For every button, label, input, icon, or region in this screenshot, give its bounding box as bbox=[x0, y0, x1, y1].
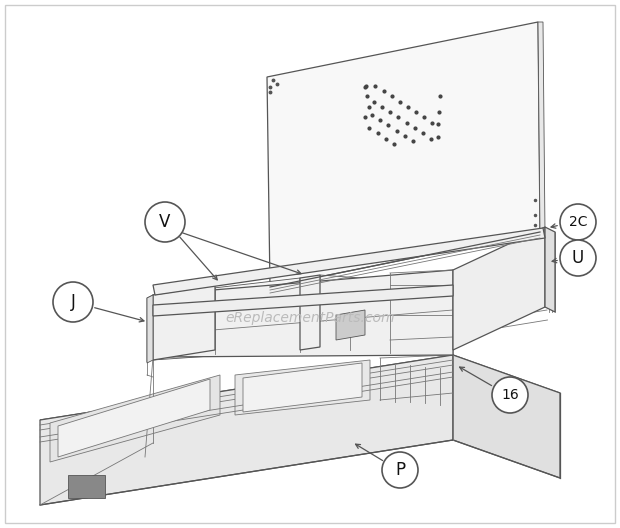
Polygon shape bbox=[300, 275, 320, 350]
Polygon shape bbox=[538, 22, 545, 232]
Circle shape bbox=[560, 204, 596, 240]
Polygon shape bbox=[153, 285, 215, 360]
Circle shape bbox=[382, 452, 418, 488]
Polygon shape bbox=[40, 355, 560, 457]
Polygon shape bbox=[147, 295, 153, 362]
Polygon shape bbox=[40, 355, 453, 505]
Circle shape bbox=[560, 240, 596, 276]
Text: 2C: 2C bbox=[569, 215, 587, 229]
Polygon shape bbox=[147, 295, 153, 363]
Polygon shape bbox=[243, 363, 362, 412]
Polygon shape bbox=[336, 310, 365, 340]
Text: J: J bbox=[71, 293, 76, 311]
Polygon shape bbox=[50, 375, 220, 462]
Polygon shape bbox=[153, 270, 453, 357]
Polygon shape bbox=[153, 228, 545, 295]
Circle shape bbox=[53, 282, 93, 322]
Text: 16: 16 bbox=[501, 388, 519, 402]
Text: eReplacementParts.com: eReplacementParts.com bbox=[225, 311, 395, 325]
Polygon shape bbox=[545, 227, 555, 312]
Polygon shape bbox=[68, 475, 105, 498]
Polygon shape bbox=[320, 275, 453, 355]
Circle shape bbox=[145, 202, 185, 242]
Polygon shape bbox=[153, 285, 453, 316]
Text: V: V bbox=[159, 213, 170, 231]
Polygon shape bbox=[153, 278, 300, 360]
Polygon shape bbox=[235, 360, 370, 415]
Text: P: P bbox=[395, 461, 405, 479]
Circle shape bbox=[492, 377, 528, 413]
Polygon shape bbox=[58, 379, 210, 457]
Polygon shape bbox=[453, 355, 560, 478]
Polygon shape bbox=[267, 22, 540, 287]
Text: U: U bbox=[572, 249, 584, 267]
Polygon shape bbox=[453, 227, 545, 350]
